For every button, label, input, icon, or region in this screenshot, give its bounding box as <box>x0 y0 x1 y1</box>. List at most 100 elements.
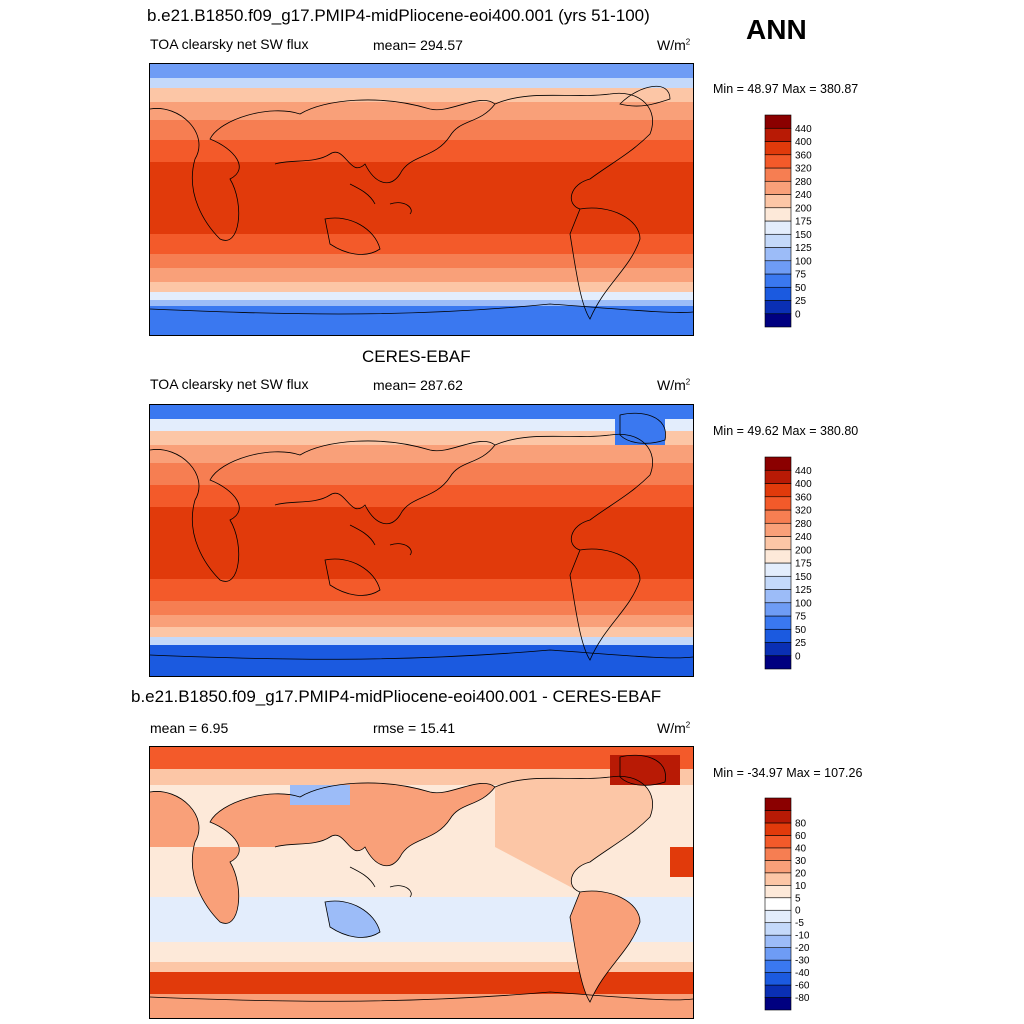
panel2-colorbar-box <box>764 602 792 617</box>
panel1-colorbar-label: 100 <box>795 256 812 267</box>
panel2-colorbar-box <box>764 589 792 604</box>
panel2-colorbar-label: 240 <box>795 532 812 543</box>
panel3-colorbar-label: 0 <box>795 906 801 917</box>
panel3-units: W/m2 <box>657 720 691 736</box>
panel2-colorbar-label: 100 <box>795 598 812 609</box>
panel3-colorbar-label: 80 <box>795 818 807 829</box>
panel3-colorbar-box <box>764 897 792 911</box>
panel2-colorbar-label: 360 <box>795 492 812 503</box>
panel1-colorbar-label: 280 <box>795 177 812 188</box>
panel1-colorbar-label: 240 <box>795 190 812 201</box>
panel3-title: b.e21.B1850.f09_g17.PMIP4-midPliocene-eo… <box>131 687 662 706</box>
panel2-colorbar-label: 320 <box>795 506 812 517</box>
panel2-colorbar-box <box>764 615 792 630</box>
panel3-colorbar-label: 60 <box>795 831 807 842</box>
panel3-colorbar-label: -40 <box>795 968 810 979</box>
panel1-colorbar-box <box>764 114 792 129</box>
panel1-colorbar-label: 75 <box>795 270 807 281</box>
panel2-colorbar: 0 25 50 75 100 125 150 175 200 240 280 320 360 400 440 <box>764 456 845 671</box>
panel3-colorbar-label: 30 <box>795 856 807 867</box>
panel3-colorbar: -80 -60 -40 -30 -20 -10 -5 0 5 10 20 30 40 60 80 <box>764 797 845 1012</box>
panel2-colorbar-label: 25 <box>795 638 807 649</box>
panel2-colorbar-box <box>764 469 792 484</box>
panel1-minmax: Min = 48.97 Max = 380.87 <box>713 82 859 96</box>
panel1-colorbar-box <box>764 233 792 248</box>
panel1-colorbar-box <box>764 220 792 235</box>
panel2-colorbar-label: 400 <box>795 479 812 490</box>
panel3-map-svg <box>150 747 693 1018</box>
panel1-colorbar-box <box>764 180 792 195</box>
panel1-colorbar-label: 25 <box>795 296 807 307</box>
panel3-colorbar-label: -20 <box>795 943 810 954</box>
panel2-colorbar-box <box>764 496 792 511</box>
panel2-colorbar-box <box>764 642 792 657</box>
panel2-colorbar-box <box>764 536 792 551</box>
panel2-minmax: Min = 49.62 Max = 380.80 <box>713 424 859 438</box>
panel2-colorbar-svg: 0 25 50 75 100 125 150 175 200 240 280 320 360 400 440 <box>764 456 812 670</box>
panel1-mean: mean= 294.57 <box>373 37 463 53</box>
panel1-colorbar-box <box>764 167 792 182</box>
panel3-colorbar-box <box>764 934 792 948</box>
panel2-colorbar-label: 50 <box>795 625 807 636</box>
panel1-colorbar-box <box>764 300 792 315</box>
panel2-colorbar-box <box>764 575 792 590</box>
season-label: ANN <box>746 14 807 45</box>
panel1-colorbar-box <box>764 286 792 301</box>
panel2-map-svg <box>150 405 693 676</box>
panel3-colorbar-label: -10 <box>795 931 810 942</box>
panel3-colorbar-box <box>764 947 792 961</box>
panel1-colorbar-box <box>764 247 792 262</box>
panel2-colorbar-label: 440 <box>795 466 812 477</box>
panel3-rmse: rmse = 15.41 <box>373 720 456 736</box>
panel1-colorbar-box <box>764 127 792 142</box>
panel2-units: W/m2 <box>657 377 691 393</box>
panel1-colorbar-label: 200 <box>795 203 812 214</box>
panel2-colorbar-label: 150 <box>795 572 812 583</box>
panel1-colorbar-svg: 0 25 50 75 100 125 150 175 200 240 280 320 360 400 440 <box>764 114 812 328</box>
panel1-colorbar-label: 0 <box>795 309 801 320</box>
panel3-colorbar-label: -5 <box>795 918 804 929</box>
panel3-colorbar-box <box>764 984 792 998</box>
panel2-colorbar-box <box>764 549 792 564</box>
panel2-colorbar-box <box>764 456 792 471</box>
panel3-colorbar-label: -60 <box>795 981 810 992</box>
panel3-map <box>149 746 694 1019</box>
panel3-colorbar-box <box>764 835 792 849</box>
panel1-map <box>149 63 694 336</box>
panel1-colorbar-label: 50 <box>795 283 807 294</box>
panel1-colorbar-box <box>764 313 792 328</box>
panel3-colorbar-box <box>764 810 792 824</box>
panel2-title: CERES-EBAF <box>362 347 471 366</box>
panel1-colorbar-box <box>764 207 792 222</box>
panel1-colorbar-box <box>764 154 792 169</box>
panel2-colorbar-label: 75 <box>795 612 807 623</box>
panel3-colorbar-label: 40 <box>795 843 807 854</box>
panel2-colorbar-box <box>764 509 792 524</box>
panel1-colorbar-label: 150 <box>795 230 812 241</box>
panel3-colorbar-box <box>764 997 792 1011</box>
panel3-colorbar-box <box>764 959 792 973</box>
panel3-colorbar-box <box>764 797 792 811</box>
panel3-colorbar-label: -30 <box>795 956 810 967</box>
panel1-units: W/m2 <box>657 37 691 53</box>
panel3-mean: mean = 6.95 <box>150 720 229 736</box>
panel1-colorbar-box <box>764 194 792 209</box>
panel2-mean: mean= 287.62 <box>373 377 463 393</box>
panel3-colorbar-label: 20 <box>795 868 807 879</box>
panel2-colorbar-box <box>764 483 792 498</box>
panel3-colorbar-box <box>764 847 792 861</box>
panel1-colorbar-label: 175 <box>795 217 812 228</box>
panel2-colorbar-label: 175 <box>795 559 812 570</box>
panel3-colorbar-box <box>764 860 792 874</box>
panel2-colorbar-box <box>764 628 792 643</box>
panel1-colorbar-box <box>764 273 792 288</box>
panel1-colorbar-label: 440 <box>795 124 812 135</box>
panel2-map <box>149 404 694 677</box>
panel1-variable: TOA clearsky net SW flux <box>150 36 309 52</box>
panel1-colorbar-label: 125 <box>795 243 812 254</box>
panel1-map-svg <box>150 64 693 335</box>
panel3-colorbar-label: 5 <box>795 893 801 904</box>
panel3-colorbar-label: -80 <box>795 993 810 1004</box>
panel1-title: b.e21.B1850.f09_g17.PMIP4-midPliocene-eo… <box>147 6 650 25</box>
